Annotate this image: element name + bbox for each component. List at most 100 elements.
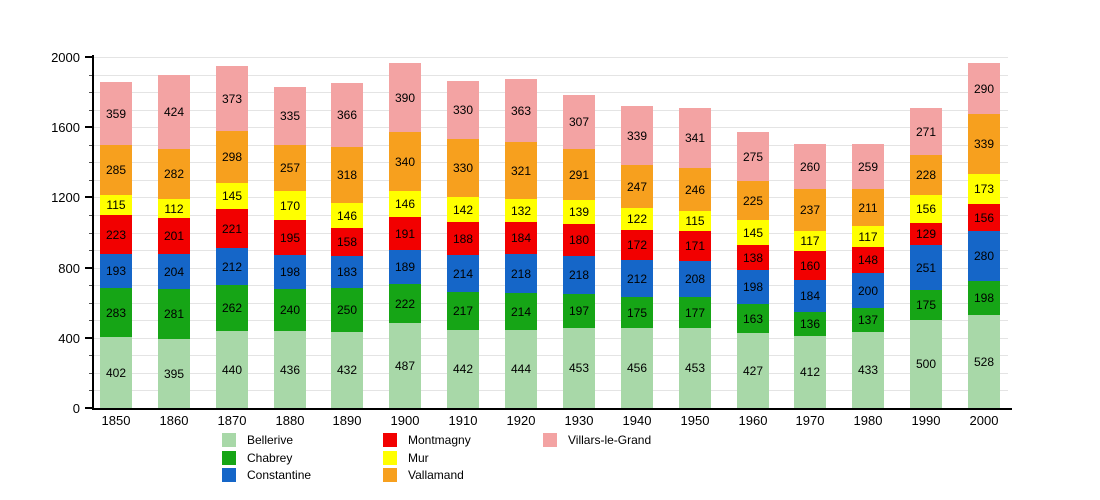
bar-segment: 395 <box>158 339 190 408</box>
gridline <box>94 215 1008 216</box>
legend-swatch <box>383 432 397 447</box>
bar-segment-label: 282 <box>163 167 185 181</box>
y-axis-minor-tick <box>89 110 93 111</box>
bar-segment: 198 <box>968 281 1000 315</box>
bar-segment: 456 <box>621 328 653 408</box>
bar-segment-label: 237 <box>799 203 821 217</box>
bar-segment: 424 <box>158 75 190 149</box>
bar-segment-label: 189 <box>394 260 416 274</box>
bar-segment: 175 <box>621 297 653 328</box>
y-tick-label: 1600 <box>51 120 80 135</box>
bar-segment: 257 <box>274 145 306 191</box>
bar-segment-label: 173 <box>973 182 995 196</box>
bar-segment-label: 335 <box>279 109 301 123</box>
bar-segment-label: 197 <box>568 304 590 318</box>
legend-label: Mur <box>408 450 429 465</box>
bar-segment-label: 440 <box>221 362 243 377</box>
y-axis-major-tick <box>85 407 93 409</box>
bar-segment-label: 225 <box>742 193 764 208</box>
legend-label: Chabrey <box>247 450 293 465</box>
bar-segment: 298 <box>216 131 248 183</box>
bar-segment: 172 <box>621 230 653 260</box>
bar-segment: 359 <box>100 82 132 145</box>
bar-1940: 456 175 212 172 122 247 339 <box>621 106 653 408</box>
bar-segment: 390 <box>389 63 421 132</box>
bar-segment-label: 260 <box>799 159 821 174</box>
gridline <box>94 110 1008 111</box>
bar-segment: 528 <box>968 315 1000 408</box>
y-axis-minor-tick <box>89 233 93 234</box>
x-tick-label: 1900 <box>390 413 420 428</box>
bar-segment: 218 <box>563 256 595 294</box>
bar-segment: 184 <box>794 280 826 312</box>
bar-segment: 341 <box>679 108 711 168</box>
bar-segment: 156 <box>910 195 942 223</box>
bar-1970: 412 136 184 160 117 237 260 <box>794 144 826 408</box>
bar-segment: 290 <box>968 63 1000 114</box>
bar-segment: 173 <box>968 174 1000 204</box>
legend-label: Bellerive <box>247 432 294 447</box>
bar-segment-label: 139 <box>568 205 590 219</box>
bar-segment: 122 <box>621 208 653 230</box>
bar-segment-label: 228 <box>915 168 937 182</box>
bar-segment: 247 <box>621 165 653 208</box>
legend-swatch <box>222 450 236 465</box>
gridline <box>94 250 1008 251</box>
bar-segment-label: 339 <box>973 137 995 151</box>
bar-segment-label: 373 <box>221 91 243 106</box>
bar-segment: 170 <box>274 191 306 220</box>
bar-segment-label: 148 <box>857 253 879 267</box>
gridline <box>94 57 1008 58</box>
bar-segment: 487 <box>389 323 421 408</box>
bar-segment: 340 <box>389 132 421 191</box>
bar-segment-label: 183 <box>336 265 358 279</box>
bar-segment: 197 <box>563 294 595 328</box>
bar-1910: 442 217 214 188 142 330 330 <box>447 81 479 408</box>
y-axis-minor-tick <box>89 215 93 216</box>
y-axis-minor-tick <box>89 285 93 286</box>
bar-segment-label: 433 <box>857 363 879 377</box>
bar-segment: 211 <box>852 189 884 226</box>
x-tick-label: 1960 <box>738 413 768 428</box>
y-axis-minor-tick <box>89 390 93 391</box>
legend-swatch <box>383 450 397 465</box>
bar-segment: 262 <box>216 285 248 331</box>
legend-item-constantine: Constantine <box>222 467 311 482</box>
bar-segment: 280 <box>968 231 1000 281</box>
bar-segment: 145 <box>216 183 248 209</box>
bar-1870: 440 262 212 221 145 298 373 <box>216 66 248 408</box>
bar-segment-label: 129 <box>915 227 937 241</box>
bar-segment-label: 188 <box>452 231 474 246</box>
bar-segment: 223 <box>100 215 132 254</box>
bar-segment: 440 <box>216 331 248 408</box>
bar-segment-label: 275 <box>742 149 764 164</box>
gridline <box>94 162 1008 163</box>
bar-segment: 432 <box>331 332 363 408</box>
bar-segment-label: 395 <box>163 366 185 381</box>
legend-label: Montmagny <box>408 432 471 447</box>
y-axis-minor-tick <box>89 75 93 76</box>
bar-segment-label: 195 <box>279 230 301 245</box>
bar-segment: 214 <box>505 293 537 330</box>
x-tick-label: 1930 <box>564 413 594 428</box>
bar-segment-label: 424 <box>163 105 185 119</box>
bar-segment-label: 436 <box>279 362 301 377</box>
bar-segment-label: 177 <box>684 305 706 320</box>
bar-segment-label: 201 <box>163 229 185 243</box>
bar-segment-label: 142 <box>452 202 474 217</box>
bar-segment-label: 180 <box>568 233 590 247</box>
bar-segment: 117 <box>794 231 826 251</box>
gridline <box>94 338 1008 339</box>
y-axis-major-tick <box>85 56 93 58</box>
bar-segment-label: 290 <box>973 81 995 96</box>
bar-segment: 158 <box>331 228 363 256</box>
bar-segment-label: 500 <box>915 357 937 371</box>
bar-segment: 217 <box>447 292 479 330</box>
bar-segment-label: 280 <box>973 249 995 263</box>
bar-segment-label: 330 <box>452 103 474 117</box>
bar-segment-label: 218 <box>510 266 532 281</box>
bar-segment-label: 285 <box>105 163 127 177</box>
gridline <box>94 145 1008 146</box>
bar-segment-label: 366 <box>336 108 358 122</box>
bar-segment: 363 <box>505 79 537 142</box>
